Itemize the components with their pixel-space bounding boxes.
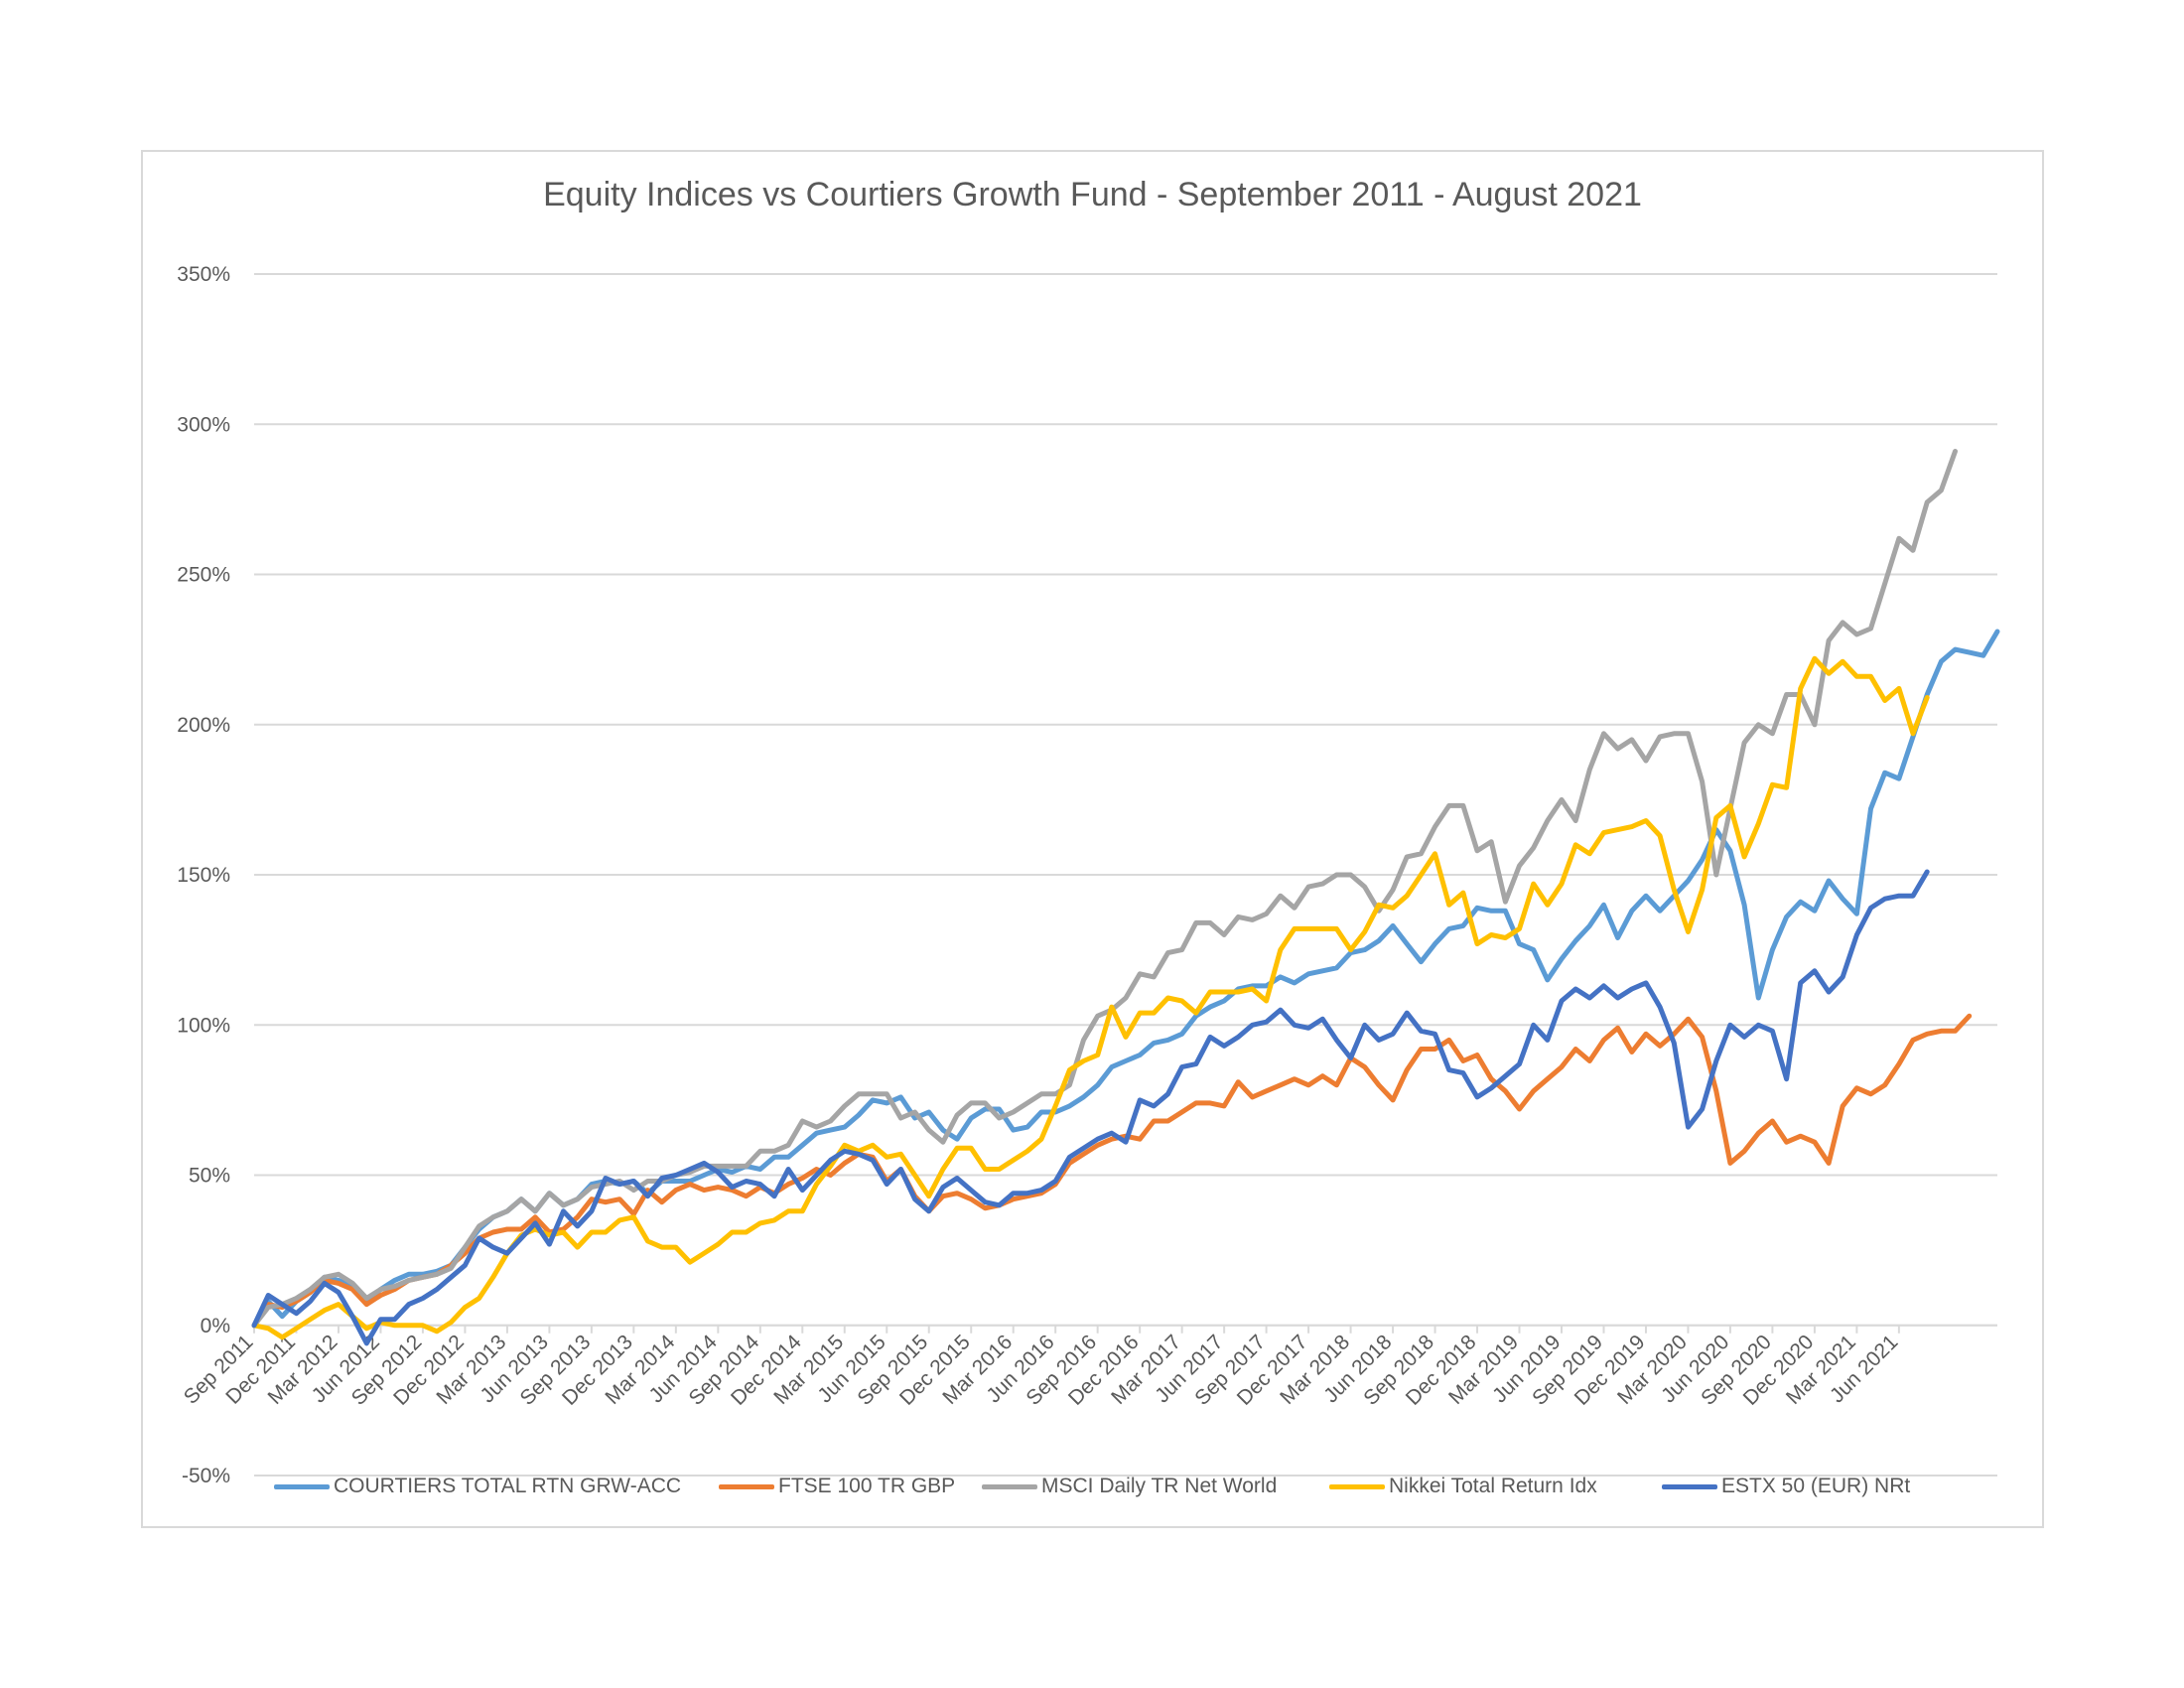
y-tick-label: 250% [177,564,230,587]
legend-item: ESTX 50 (EUR) NRt [1662,1475,1910,1498]
legend: COURTIERS TOTAL RTN GRW-ACC FTSE 100 TR G… [143,1475,2042,1514]
series-line-2 [251,1013,1973,1329]
legend-swatch [1662,1483,1717,1489]
y-tick-label: 0% [201,1315,230,1337]
legend-label: FTSE 100 TR GBP [778,1475,956,1497]
y-tick-label: 300% [177,413,230,436]
chart-frame: Equity Indices vs Courtiers Growth Fund … [141,150,2044,1528]
legend-label: COURTIERS TOTAL RTN GRW-ACC [334,1475,682,1497]
series-line-4 [251,655,1930,1340]
legend-swatch [274,1483,330,1489]
series-line-5 [251,869,1930,1346]
y-tick-label: 200% [177,714,230,737]
y-tick-label: 50% [189,1165,230,1188]
chart-title: Equity Indices vs Courtiers Growth Fund … [543,176,1642,213]
y-tick-label: 150% [177,864,230,887]
legend-swatch [1329,1483,1385,1489]
series-line-1 [251,629,2000,1329]
y-tick-label: 100% [177,1014,230,1037]
legend-label: ESTX 50 (EUR) NRt [1721,1475,1911,1497]
y-tick-label: -50% [182,1465,230,1487]
legend-label: Nikkei Total Return Idx [1389,1475,1597,1497]
legend-swatch [982,1483,1037,1489]
legend-swatch [719,1483,774,1489]
legend-item: Nikkei Total Return Idx [1329,1475,1597,1498]
line-chart: -50%0%50%100%150%200%250%300%350%Sep 201… [177,263,2000,1487]
legend-item: MSCI Daily TR Net World [982,1475,1277,1498]
legend-item: COURTIERS TOTAL RTN GRW-ACC [274,1475,681,1498]
legend-label: MSCI Daily TR Net World [1041,1475,1278,1497]
legend-item: FTSE 100 TR GBP [719,1475,955,1498]
y-tick-label: 350% [177,263,230,286]
series-line-3 [251,449,1958,1329]
